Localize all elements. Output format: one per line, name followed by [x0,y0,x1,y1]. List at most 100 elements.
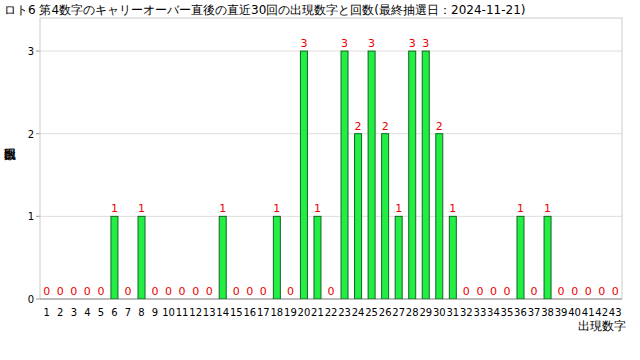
bar [598,299,605,300]
data-label: 0 [152,285,159,298]
data-label: 0 [233,285,240,298]
x-tick-label: 20 [298,307,311,318]
bar [152,299,159,300]
x-tick-label: 12 [189,307,202,318]
grid-line [40,216,622,217]
x-tick-label: 17 [257,307,270,318]
bar [219,216,226,299]
data-label: 1 [273,202,280,215]
y-tick-label: 2 [28,129,34,140]
x-tick-label: 10 [162,307,175,318]
bar [138,216,145,299]
bar [490,299,497,300]
x-tick-label: 21 [311,307,324,318]
x-tick-label: 27 [392,307,405,318]
x-tick-label: 42 [595,307,608,318]
data-label: 0 [97,285,104,298]
data-label: 0 [476,285,483,298]
data-label: 0 [246,285,253,298]
bar [287,299,294,300]
data-label: 0 [598,285,605,298]
grid-line [40,133,622,134]
x-tick-label: 19 [284,307,297,318]
bar [111,216,118,299]
data-label: 3 [409,37,416,50]
bar [192,299,199,300]
x-tick-label: 41 [582,307,595,318]
bar [341,51,348,299]
plot-frame [40,18,622,299]
data-label: 0 [179,285,186,298]
data-label: 1 [517,202,524,215]
bar [84,299,91,300]
x-tick-label: 39 [555,307,568,318]
data-label: 0 [287,285,294,298]
bar [165,299,172,300]
bar [612,299,619,300]
bar [179,299,186,300]
x-tick-label: 22 [325,307,338,318]
bar [43,299,50,300]
y-tick [36,51,40,52]
bar [314,216,321,299]
x-axis-label: 出現数字 [578,319,626,333]
bar [544,216,551,299]
bar [124,299,131,300]
x-tick-label: 34 [487,307,500,318]
x-tick-label: 25 [365,307,378,318]
data-label: 0 [84,285,91,298]
bar [246,299,253,300]
bar [476,299,483,300]
x-tick-label: 4 [84,307,90,318]
data-label: 0 [206,285,213,298]
x-tick-label: 35 [501,307,514,318]
bar [449,216,456,299]
x-tick-label: 30 [433,307,446,318]
x-tick-label: 31 [446,307,459,318]
x-tick-label: 7 [125,307,131,318]
chart: ロト6 第4数字のキャリーオーバー直後の直近30回の出現数字と回数(最終抽選日：… [0,0,640,360]
data-label: 0 [531,285,538,298]
bar [97,299,104,300]
data-label: 1 [111,202,118,215]
data-label: 0 [463,285,470,298]
data-label: 1 [544,202,551,215]
bar [70,299,77,300]
x-tick-label: 26 [379,307,392,318]
data-label: 0 [57,285,64,298]
data-label: 0 [585,285,592,298]
bars [111,51,551,299]
bar [382,134,389,299]
x-tick-label: 6 [111,307,117,318]
y-tick-label: 1 [28,211,34,222]
x-tick-label: 24 [352,307,365,318]
x-tick-label: 13 [203,307,216,318]
data-label: 3 [368,37,375,50]
bar [558,299,565,300]
data-label: 2 [382,120,389,133]
bar [409,51,416,299]
bar [436,134,443,299]
bar [273,216,280,299]
data-label: 1 [449,202,456,215]
y-tick [36,299,40,300]
x-tick-label: 32 [460,307,473,318]
bar [355,134,362,299]
data-label: 3 [341,37,348,50]
x-tick-label: 28 [406,307,419,318]
bar [395,216,402,299]
y-tick-label: 3 [28,46,34,57]
data-label: 1 [395,202,402,215]
data-label: 0 [612,285,619,298]
x-axis [40,299,622,300]
data-label: 0 [260,285,267,298]
data-label: 0 [490,285,497,298]
x-tick-label: 40 [568,307,581,318]
data-label: 2 [355,120,362,133]
bar [300,51,307,299]
x-tick-label: 18 [270,307,283,318]
x-tick-label: 9 [152,307,158,318]
grid-line [40,299,622,300]
x-tick-label: 38 [541,307,554,318]
data-label: 0 [165,285,172,298]
